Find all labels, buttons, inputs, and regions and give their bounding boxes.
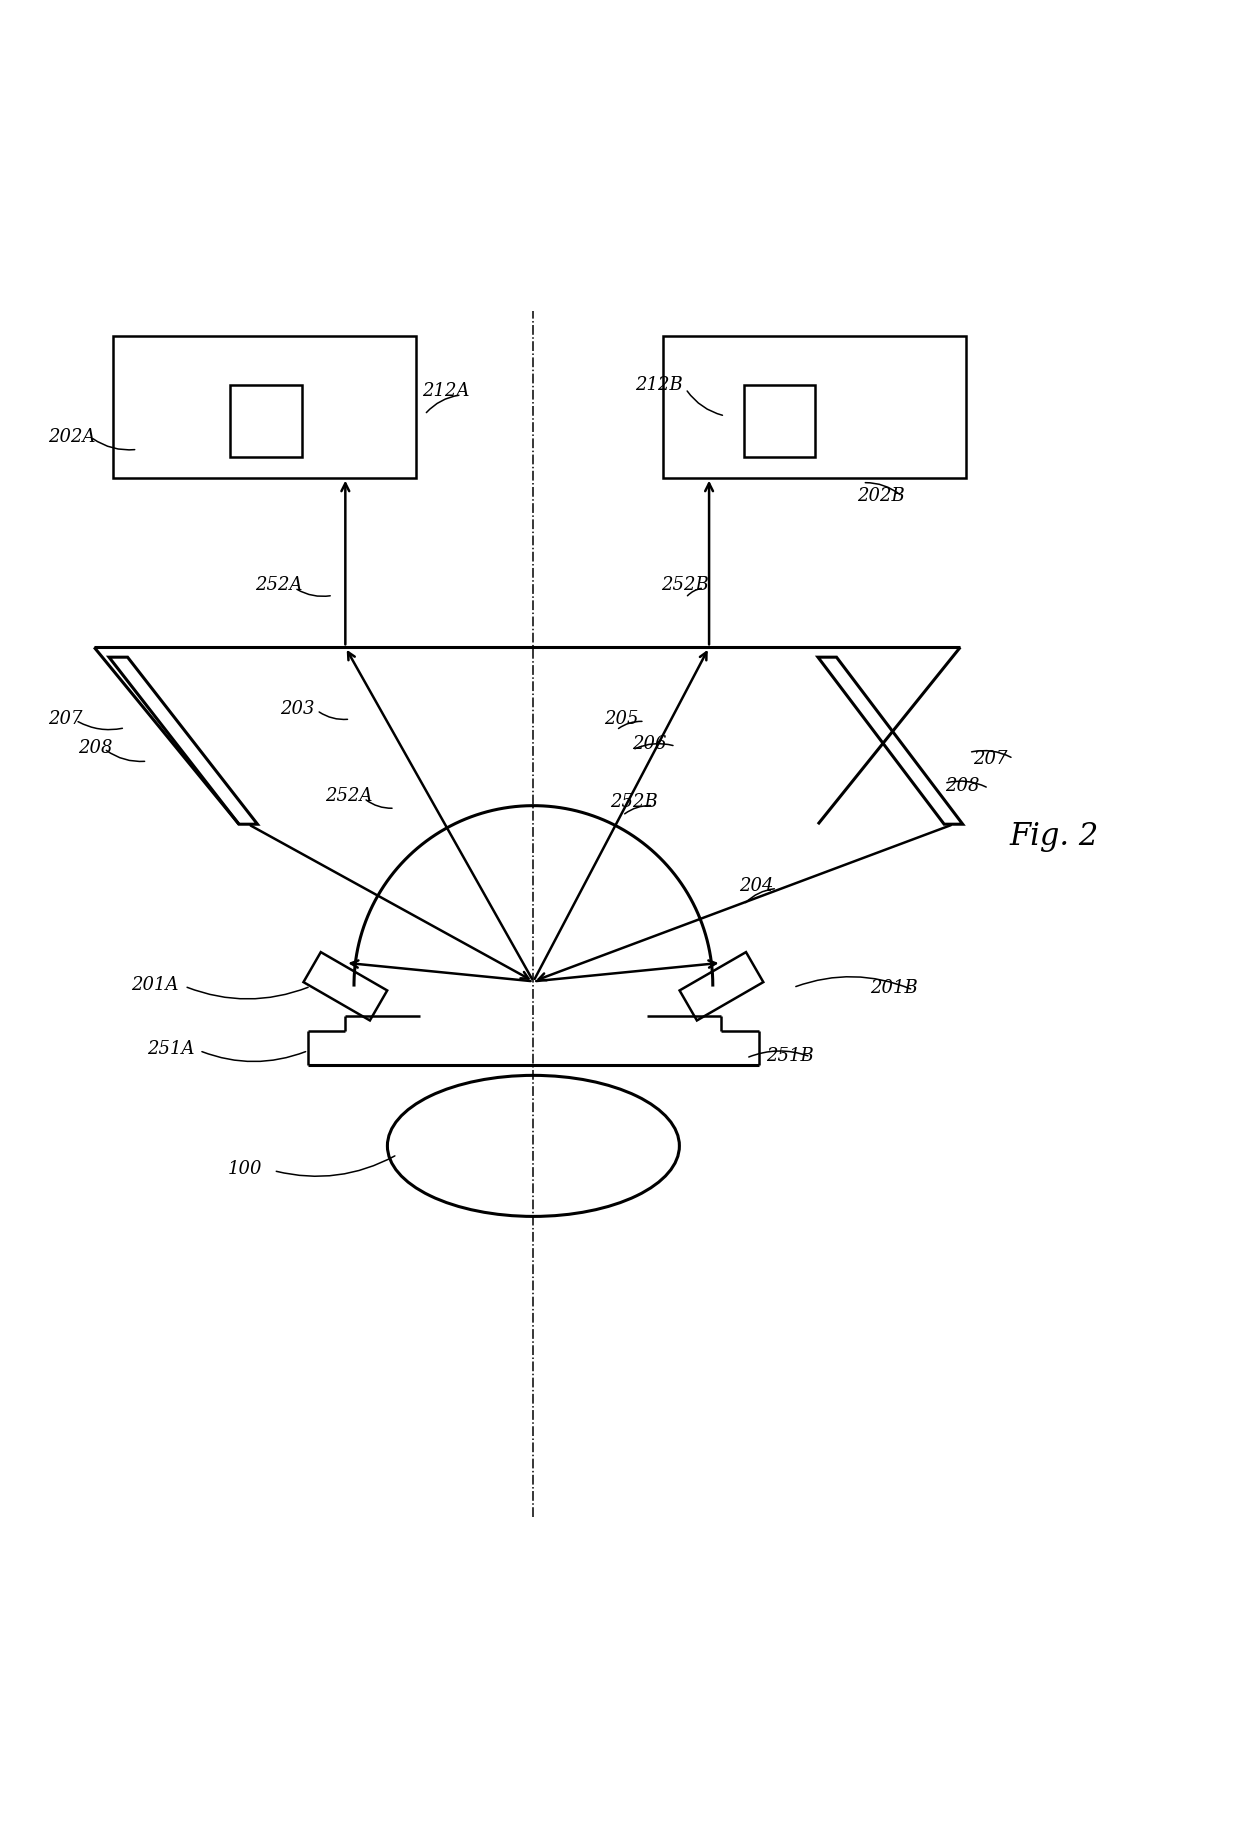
Text: 203: 203 <box>280 701 314 719</box>
Text: 252B: 252B <box>610 792 658 811</box>
Text: 202A: 202A <box>48 427 95 446</box>
Polygon shape <box>304 952 387 1020</box>
Text: 206: 206 <box>632 735 667 752</box>
Text: 202B: 202B <box>858 488 905 506</box>
Text: 252A: 252A <box>326 787 373 805</box>
Text: 201A: 201A <box>131 976 179 994</box>
Text: 208: 208 <box>945 778 980 794</box>
Text: 251A: 251A <box>148 1040 195 1058</box>
Text: 207: 207 <box>48 710 83 728</box>
Bar <box>113 336 415 479</box>
Text: 208: 208 <box>78 739 113 756</box>
Text: 207: 207 <box>972 750 1007 768</box>
Text: 252B: 252B <box>661 576 708 594</box>
Text: 252A: 252A <box>255 576 303 594</box>
Polygon shape <box>109 657 258 823</box>
Text: 205: 205 <box>604 710 639 728</box>
Text: Fig. 2: Fig. 2 <box>1009 822 1099 853</box>
Text: 204: 204 <box>739 877 774 895</box>
Bar <box>744 385 816 457</box>
Polygon shape <box>818 657 962 823</box>
Text: 251B: 251B <box>766 1047 813 1064</box>
Text: 100: 100 <box>228 1161 263 1179</box>
Text: 201B: 201B <box>870 979 918 996</box>
Bar <box>663 336 966 479</box>
Text: 212B: 212B <box>635 376 682 394</box>
Polygon shape <box>680 952 764 1020</box>
Text: 212A: 212A <box>422 381 470 400</box>
Bar <box>231 385 303 457</box>
